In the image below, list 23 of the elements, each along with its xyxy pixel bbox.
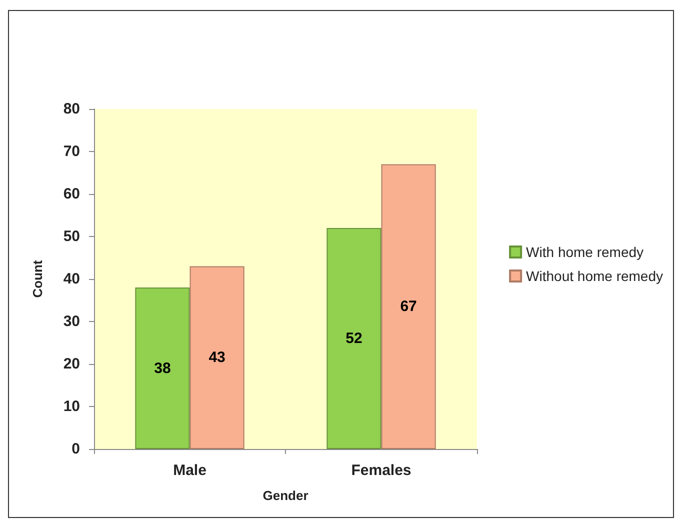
bar	[135, 288, 190, 449]
x-tick-label: Females	[351, 462, 412, 479]
legend-label: Without home remedy	[526, 268, 664, 284]
data-label: 43	[208, 349, 226, 366]
y-tick-label: 50	[63, 228, 80, 245]
y-tick-label: 80	[63, 100, 80, 118]
legend-label: With home remedy	[526, 244, 644, 260]
y-tick-label: 40	[63, 270, 80, 288]
x-axis-title: Gender	[262, 488, 308, 503]
y-axis-title: Count	[30, 260, 45, 298]
y-tick-label: 0	[72, 440, 80, 458]
y-tick-label: 20	[63, 356, 80, 372]
y-tick-label: 30	[63, 313, 80, 330]
y-tick-label: 70	[63, 143, 80, 160]
bar	[326, 228, 382, 449]
bar	[190, 266, 244, 449]
bar	[381, 164, 436, 449]
data-label: 38	[154, 360, 171, 377]
y-tick-label: 10	[63, 398, 80, 415]
x-tick-label: Male	[173, 462, 206, 479]
data-label: 52	[346, 330, 362, 347]
data-label: 67	[400, 298, 417, 316]
y-tick-label: 60	[63, 186, 80, 202]
